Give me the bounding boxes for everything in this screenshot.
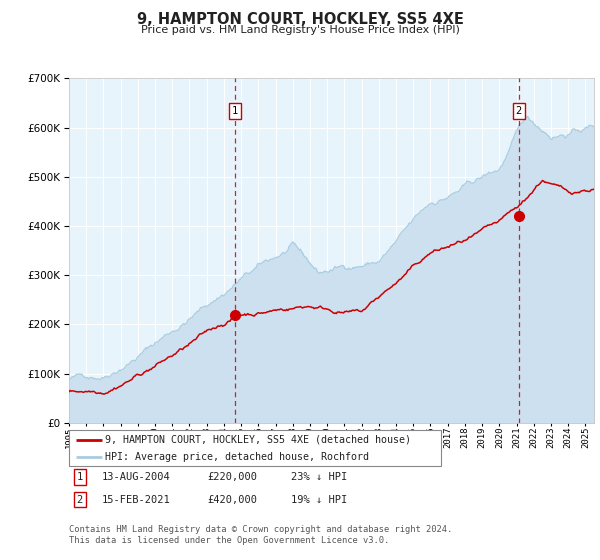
Text: Price paid vs. HM Land Registry's House Price Index (HPI): Price paid vs. HM Land Registry's House … xyxy=(140,25,460,35)
Text: 1: 1 xyxy=(77,472,83,482)
Text: 9, HAMPTON COURT, HOCKLEY, SS5 4XE (detached house): 9, HAMPTON COURT, HOCKLEY, SS5 4XE (deta… xyxy=(105,435,411,445)
Text: Contains HM Land Registry data © Crown copyright and database right 2024.
This d: Contains HM Land Registry data © Crown c… xyxy=(69,525,452,545)
Text: 2: 2 xyxy=(77,494,83,505)
Text: HPI: Average price, detached house, Rochford: HPI: Average price, detached house, Roch… xyxy=(105,452,369,462)
Text: 23% ↓ HPI: 23% ↓ HPI xyxy=(291,472,347,482)
Text: 2: 2 xyxy=(515,106,522,116)
Text: 13-AUG-2004: 13-AUG-2004 xyxy=(102,472,171,482)
Text: 9, HAMPTON COURT, HOCKLEY, SS5 4XE: 9, HAMPTON COURT, HOCKLEY, SS5 4XE xyxy=(137,12,463,27)
Text: £420,000: £420,000 xyxy=(207,494,257,505)
Text: 15-FEB-2021: 15-FEB-2021 xyxy=(102,494,171,505)
Text: 19% ↓ HPI: 19% ↓ HPI xyxy=(291,494,347,505)
Text: £220,000: £220,000 xyxy=(207,472,257,482)
Text: 1: 1 xyxy=(232,106,238,116)
